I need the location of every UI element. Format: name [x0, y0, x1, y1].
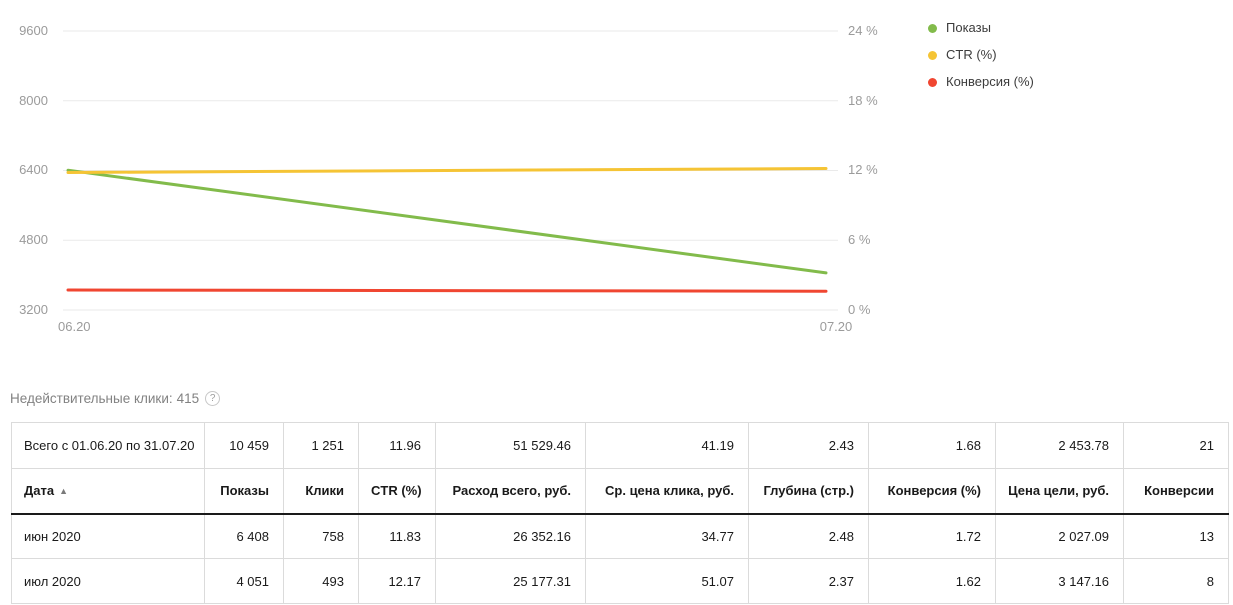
column-header-avg-cpc[interactable]: Ср. цена клика, руб. — [585, 468, 749, 515]
invalid-clicks-value: 415 — [176, 391, 200, 406]
table-row-july-2020: июл 2020 4 051 493 12.17 25 177.31 51.07… — [11, 558, 1229, 604]
cell-depth: 2.37 — [748, 558, 869, 604]
column-header-total-cost[interactable]: Расход всего, руб. — [435, 468, 586, 515]
totals-clicks: 1 251 — [283, 422, 359, 469]
table-row-june-2020: июн 2020 6 408 758 11.83 26 352.16 34.77… — [11, 513, 1229, 559]
totals-avg-cpc: 41.19 — [585, 422, 749, 469]
invalid-clicks-label: Недействительные клики: — [10, 391, 173, 406]
help-question-icon[interactable]: ? — [205, 391, 221, 406]
cell-impressions: 6 408 — [204, 513, 284, 559]
cell-cost: 26 352.16 — [435, 513, 586, 559]
legend-label: Показы — [946, 20, 991, 35]
invalid-clicks-note: Недействительные клики: 415 ? — [10, 391, 221, 406]
column-header-depth[interactable]: Глубина (стр.) — [748, 468, 869, 515]
conversion-series-dot-icon — [928, 77, 937, 87]
x-axis-tick-start: 06.20 — [58, 319, 91, 334]
legend-label: CTR (%) — [946, 47, 997, 62]
totals-ctr: 11.96 — [358, 422, 436, 469]
sort-ascending-icon: ▲ — [59, 486, 69, 497]
column-header-ctr[interactable]: CTR (%) — [358, 468, 436, 515]
column-header-clicks[interactable]: Клики — [283, 468, 359, 515]
totals-label: Всего с 01.06.20 по 31.07.20 — [11, 422, 205, 469]
totals-cost: 51 529.46 — [435, 422, 586, 469]
right-axis-tick: 0 % — [848, 302, 871, 317]
right-axis-tick: 12 % — [848, 162, 878, 177]
column-header-conversion-rate[interactable]: Конверсия (%) — [868, 468, 996, 515]
column-header-label: Дата — [24, 483, 55, 499]
cell-ctr: 12.17 — [358, 558, 436, 604]
cell-depth: 2.48 — [748, 513, 869, 559]
cell-conversion-rate: 1.62 — [868, 558, 996, 604]
impressions-series-dot-icon — [928, 23, 937, 33]
row-date: июл 2020 — [11, 558, 205, 604]
left-axis-tick: 8000 — [19, 93, 48, 108]
right-axis-tick: 24 % — [848, 23, 878, 38]
cell-conversions: 8 — [1123, 558, 1229, 604]
column-header-date[interactable]: Дата ▲ — [11, 468, 205, 515]
legend-item-impressions[interactable]: Показы — [928, 19, 1034, 37]
ctr-series-dot-icon — [928, 50, 937, 60]
cell-impressions: 4 051 — [204, 558, 284, 604]
right-axis-tick: 18 % — [848, 93, 878, 108]
cell-clicks: 493 — [283, 558, 359, 604]
column-header-goal-cost[interactable]: Цена цели, руб. — [995, 468, 1124, 515]
chart-canvas — [63, 30, 838, 311]
totals-depth: 2.43 — [748, 422, 869, 469]
left-axis-tick: 4800 — [19, 232, 48, 247]
cell-conversion-rate: 1.72 — [868, 513, 996, 559]
cell-ctr: 11.83 — [358, 513, 436, 559]
totals-goal-cost: 2 453.78 — [995, 422, 1124, 469]
right-axis-tick: 6 % — [848, 232, 871, 247]
metrics-line-chart: 9600 8000 6400 4800 3200 24 % 18 % 12 % … — [19, 19, 1034, 334]
chart-legend: Показы CTR (%) Конверсия (%) — [928, 19, 1034, 100]
totals-conversions: 21 — [1123, 422, 1229, 469]
cell-avg-cpc: 34.77 — [585, 513, 749, 559]
column-header-conversions[interactable]: Конверсии — [1123, 468, 1229, 515]
totals-conversion-rate: 1.68 — [868, 422, 996, 469]
legend-item-conversion[interactable]: Конверсия (%) — [928, 73, 1034, 91]
statistics-table: Всего с 01.06.20 по 31.07.20 10 459 1 25… — [11, 422, 1229, 604]
cell-clicks: 758 — [283, 513, 359, 559]
table-header-row: Дата ▲ Показы Клики CTR (%) Расход всего,… — [11, 468, 1229, 515]
left-axis-tick: 6400 — [19, 162, 48, 177]
legend-item-ctr[interactable]: CTR (%) — [928, 46, 1034, 64]
left-axis-tick: 9600 — [19, 23, 48, 38]
cell-avg-cpc: 51.07 — [585, 558, 749, 604]
cell-conversions: 13 — [1123, 513, 1229, 559]
totals-impressions: 10 459 — [204, 422, 284, 469]
cell-cost: 25 177.31 — [435, 558, 586, 604]
column-header-impressions[interactable]: Показы — [204, 468, 284, 515]
totals-row: Всего с 01.06.20 по 31.07.20 10 459 1 25… — [11, 422, 1229, 469]
x-axis-tick-end: 07.20 — [819, 319, 853, 334]
cell-goal-cost: 3 147.16 — [995, 558, 1124, 604]
left-axis-tick: 3200 — [19, 302, 48, 317]
legend-label: Конверсия (%) — [946, 74, 1034, 89]
cell-goal-cost: 2 027.09 — [995, 513, 1124, 559]
row-date: июн 2020 — [11, 513, 205, 559]
